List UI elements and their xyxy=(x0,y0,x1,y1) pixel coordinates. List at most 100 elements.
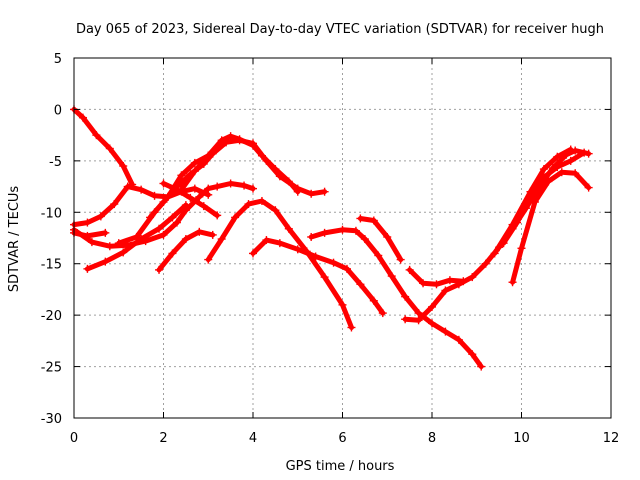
data-point xyxy=(320,187,329,196)
data-point xyxy=(571,169,580,178)
data-point xyxy=(226,179,235,188)
data-point xyxy=(401,292,410,301)
data-point xyxy=(172,218,181,227)
data-point xyxy=(553,152,562,161)
data-point xyxy=(530,198,539,206)
data-point xyxy=(428,302,436,311)
data-point xyxy=(419,279,428,288)
series-line xyxy=(71,106,135,187)
data-point xyxy=(271,165,280,174)
data-point xyxy=(159,230,168,239)
data-point xyxy=(155,265,164,274)
data-point xyxy=(172,185,181,194)
data-point xyxy=(119,248,128,257)
data-point xyxy=(101,257,110,266)
data-point xyxy=(374,251,383,260)
data-point xyxy=(155,224,164,233)
data-point xyxy=(257,151,266,160)
data-point xyxy=(92,131,101,140)
chart-title: Day 065 of 2023, Sidereal Day-to-day VTE… xyxy=(76,22,604,37)
data-point xyxy=(526,187,535,196)
data-point xyxy=(401,315,410,324)
data-point xyxy=(307,232,316,241)
data-point xyxy=(240,181,249,190)
series-group xyxy=(70,105,593,371)
data-point xyxy=(293,187,302,196)
data-point xyxy=(311,252,320,261)
series-sat-b xyxy=(70,105,137,189)
x-tick-label: 12 xyxy=(603,431,620,446)
series-sat-m xyxy=(307,225,486,371)
data-point xyxy=(387,272,396,281)
series-sat-j xyxy=(155,227,217,274)
data-point xyxy=(163,192,172,201)
data-point xyxy=(190,184,199,193)
data-point xyxy=(454,335,463,344)
data-point xyxy=(445,276,454,285)
data-point xyxy=(137,235,146,244)
data-point xyxy=(508,220,517,229)
data-point xyxy=(249,141,257,150)
data-point xyxy=(199,202,208,211)
data-point xyxy=(414,309,423,318)
data-point xyxy=(150,208,159,217)
data-point xyxy=(159,179,168,188)
y-tick-label: 5 xyxy=(54,52,62,67)
x-axis-label: GPS time / hours xyxy=(286,459,395,474)
data-point xyxy=(204,255,213,264)
data-point xyxy=(459,277,468,286)
y-tick-label: -25 xyxy=(41,361,62,376)
data-point xyxy=(181,235,190,244)
y-tick-label: -20 xyxy=(41,309,62,324)
data-point xyxy=(378,309,387,318)
series-sat-r xyxy=(508,168,593,287)
x-tick-label: 0 xyxy=(70,431,78,446)
data-point xyxy=(132,232,141,241)
y-tick-label: -15 xyxy=(41,258,62,273)
data-point xyxy=(204,184,213,193)
data-point xyxy=(284,224,293,233)
data-point xyxy=(190,167,199,176)
data-point xyxy=(262,236,271,245)
data-point xyxy=(468,273,477,282)
data-point xyxy=(432,280,441,289)
data-point xyxy=(87,238,96,247)
data-point xyxy=(356,280,365,289)
series-sat-l xyxy=(249,236,387,318)
x-tick-label: 8 xyxy=(428,431,436,446)
data-point xyxy=(566,156,575,165)
y-tick-label: -10 xyxy=(41,206,62,221)
data-point xyxy=(553,163,562,172)
data-point xyxy=(320,228,329,237)
data-point xyxy=(217,235,226,244)
data-point xyxy=(396,255,405,264)
y-tick-label: -5 xyxy=(49,155,62,170)
data-point xyxy=(168,213,177,222)
y-tick-labels: 5 0 -5 -10 -15 -20 -25 -30 xyxy=(41,52,62,427)
y-tick-label: 0 xyxy=(54,103,62,118)
series-sat-s xyxy=(490,145,575,258)
data-point xyxy=(128,180,137,189)
data-point xyxy=(83,264,92,273)
data-point xyxy=(150,191,159,200)
data-point xyxy=(405,265,414,274)
data-point xyxy=(275,239,284,248)
x-tick-label: 6 xyxy=(338,431,346,446)
data-point xyxy=(105,144,114,153)
data-point xyxy=(271,206,280,215)
data-point xyxy=(347,323,356,332)
data-point xyxy=(338,225,347,234)
series-sat-g xyxy=(114,151,213,248)
data-point xyxy=(580,148,589,157)
data-point xyxy=(208,230,217,239)
data-point xyxy=(342,264,351,273)
data-point xyxy=(195,192,204,201)
data-point xyxy=(110,200,119,209)
data-point xyxy=(566,145,575,154)
data-point xyxy=(235,135,244,144)
data-point xyxy=(249,249,257,258)
data-point xyxy=(320,273,329,282)
series-line xyxy=(510,169,592,285)
series-line xyxy=(205,198,354,330)
x-tick-labels: 0 2 4 6 8 10 12 xyxy=(70,431,619,446)
